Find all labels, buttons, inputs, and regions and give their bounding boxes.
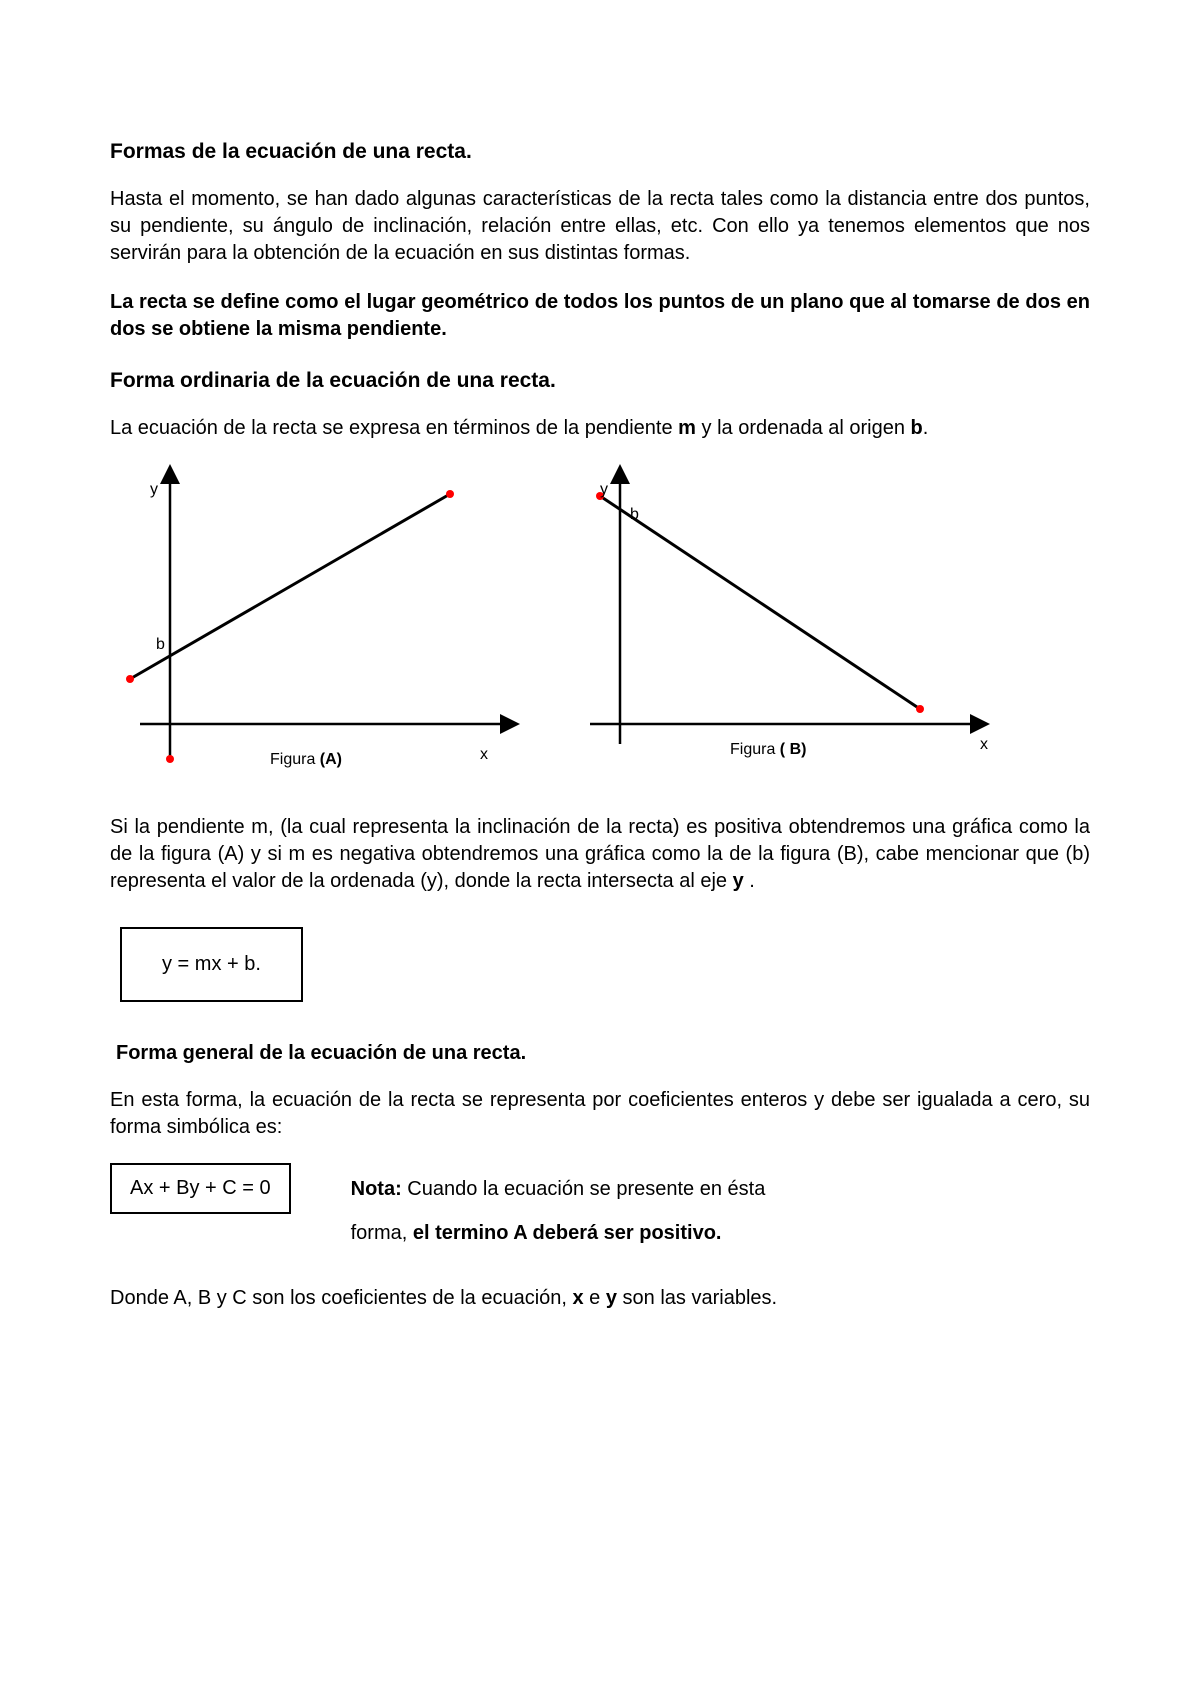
para-ordinaria-desc: La ecuación de la recta se expresa en té… [110,415,1090,442]
text-fragment: y la ordenada al origen [696,417,911,439]
text-bold-y2: y [606,1287,617,1309]
b-label: b [156,636,165,653]
y-axis-label: y [150,481,158,498]
text-fragment: La ecuación de la recta se expresa en té… [110,417,678,439]
text-bold-positive: el termino A deberá ser positivo. [413,1222,722,1244]
caption-a: Figura (A) [270,751,342,768]
x-axis-label: x [480,746,488,763]
text-fragment: forma, [351,1222,413,1244]
chart-b-wrap: y b x Figura ( B) [560,464,1000,784]
para-intro: Hasta el momento, se han dado algunas ca… [110,186,1090,267]
x-axis-label: x [980,736,988,753]
chart-figure-a: y b x Figura (A) [110,464,530,784]
text-bold-b: b [911,417,923,439]
text-fragment: . [923,417,929,439]
text-bold-y: y [733,870,744,892]
para-definition: La recta se define como el lugar geométr… [110,289,1090,343]
b-label: b [630,506,639,523]
heading-formas: Formas de la ecuación de una recta. [110,140,1090,164]
text-fragment: e [584,1287,606,1309]
note-text: Nota: Cuando la ecuación se presente en … [351,1163,1090,1255]
document-page: Formas de la ecuación de una recta. Hast… [0,0,1200,1698]
text-fragment: Donde A, B y C son los coeficientes de l… [110,1287,573,1309]
para-slope-explain: Si la pendiente m, (la cual representa l… [110,814,1090,895]
heading-general: Forma general de la ecuación de una rect… [116,1042,1090,1065]
para-general-desc: En esta forma, la ecuación de la recta s… [110,1087,1090,1141]
general-form-row: Ax + By + C = 0 Nota: Cuando la ecuación… [110,1163,1090,1255]
y-axis-label: y [600,481,608,498]
equation-box-general: Ax + By + C = 0 [110,1163,291,1214]
text-fragment: Cuando la ecuación se presente en ésta [402,1178,766,1200]
charts-container: y b x Figura (A) [110,464,1090,784]
text-fragment: . [744,870,755,892]
equation-box-ordinaria: y = mx + b. [120,927,303,1002]
note-label: Nota: [351,1178,402,1200]
chart-a-wrap: y b x Figura (A) [110,464,530,784]
text-fragment: son las variables. [617,1287,777,1309]
text-fragment: Si la pendiente m, (la cual representa l… [110,816,1090,892]
heading-ordinaria: Forma ordinaria de la ecuación de una re… [110,369,1090,393]
para-coef: Donde A, B y C son los coeficientes de l… [110,1285,1090,1312]
chart-figure-b: y b x Figura ( B) [560,464,1000,784]
text-bold-x: x [573,1287,584,1309]
caption-b: Figura ( B) [730,741,806,758]
text-bold-m: m [678,417,696,439]
